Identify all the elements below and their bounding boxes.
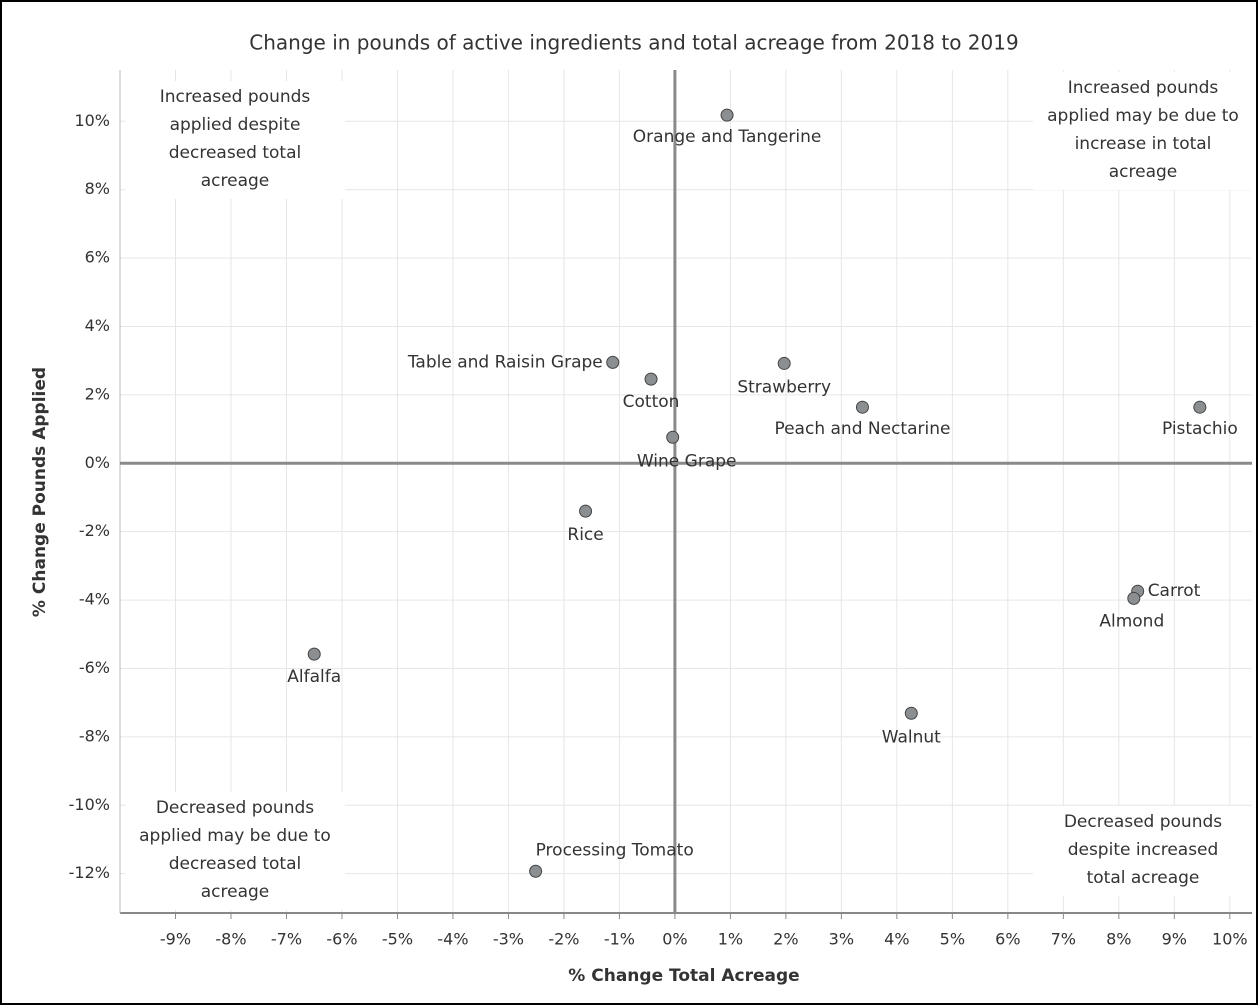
x-tick-label: -2% (548, 930, 579, 949)
y-tick-label: -6% (79, 658, 110, 677)
point-label: Pistachio (1162, 419, 1238, 439)
x-tick-label: -9% (160, 930, 191, 949)
x-tick-label: 2% (773, 930, 798, 949)
y-tick-label: 10% (74, 111, 110, 130)
point (606, 355, 620, 369)
x-tick-label: 1% (718, 930, 743, 949)
x-tick-label: 6% (995, 930, 1020, 949)
x-tick-label: 9% (1162, 930, 1187, 949)
annotation: applied may be due to (1047, 106, 1239, 126)
x-tick-label: -3% (493, 930, 524, 949)
x-tick-label: -5% (382, 930, 413, 949)
point-label: Processing Tomato (536, 840, 694, 860)
point (720, 108, 734, 122)
x-tick-label: 8% (1106, 930, 1131, 949)
annotation: despite increased (1068, 840, 1219, 860)
annotation: Increased pounds (160, 87, 311, 107)
annotation: decreased total (169, 854, 301, 874)
x-tick-label: -8% (215, 930, 246, 949)
x-tick-label: -6% (326, 930, 357, 949)
annotation: increase in total (1075, 134, 1212, 154)
point (307, 647, 321, 661)
point-label: Alfalfa (287, 667, 341, 687)
x-tick-label: 5% (940, 930, 965, 949)
x-tick-label: -7% (271, 930, 302, 949)
y-tick-label: -8% (79, 726, 110, 745)
annotation: acreage (201, 882, 270, 902)
annotation: acreage (1109, 162, 1178, 182)
point-label: Walnut (882, 727, 941, 747)
annotation: decreased total (169, 143, 301, 163)
x-tick-label: 0% (662, 930, 687, 949)
annotation-box (125, 792, 345, 910)
point (579, 504, 593, 518)
x-tick-label: 7% (1051, 930, 1076, 949)
point-label: Peach and Nectarine (774, 419, 950, 439)
annotation: Increased pounds (1068, 78, 1219, 98)
annotation: Decreased pounds (156, 798, 314, 818)
point (644, 372, 658, 386)
annotation: total acreage (1087, 868, 1200, 888)
point (1193, 400, 1207, 414)
annotation: applied despite (170, 115, 301, 135)
chart-title: Change in pounds of active ingredients a… (249, 31, 1018, 55)
y-tick-label: 2% (85, 384, 110, 403)
annotation-box (1033, 806, 1253, 896)
point-label: Rice (567, 525, 603, 545)
point (529, 864, 543, 878)
annotation: Decreased pounds (1064, 812, 1222, 832)
annotation: applied may be due to (139, 826, 331, 846)
point-label: Orange and Tangerine (633, 127, 822, 147)
y-tick-label: -12% (69, 863, 110, 882)
y-tick-label: 6% (85, 248, 110, 267)
x-tick-label: 10% (1212, 930, 1248, 949)
point-label: Table and Raisin Grape (407, 352, 603, 372)
y-tick-label: 8% (85, 179, 110, 198)
point (777, 356, 791, 370)
point-label: Carrot (1148, 581, 1201, 601)
point-label: Cotton (623, 392, 680, 412)
point (1127, 591, 1141, 605)
annotation-box (125, 81, 345, 199)
y-axis-label: % Change Pounds Applied (30, 367, 50, 617)
point (666, 430, 680, 444)
x-tick-label: 4% (884, 930, 909, 949)
y-tick-label: -2% (79, 521, 110, 540)
point-label: Almond (1099, 611, 1164, 631)
annotation: acreage (201, 171, 270, 191)
y-tick-label: 4% (85, 316, 110, 335)
y-tick-label: -4% (79, 590, 110, 609)
y-tick-label: 0% (85, 453, 110, 472)
point (855, 400, 869, 414)
x-axis-label: % Change Total Acreage (568, 966, 799, 986)
y-tick-label: -10% (69, 795, 110, 814)
x-tick-label: -4% (437, 930, 468, 949)
annotation-box (1033, 72, 1253, 190)
point (904, 706, 918, 720)
point-label: Strawberry (737, 377, 831, 397)
point-label: Wine Grape (637, 451, 737, 471)
x-tick-label: 3% (829, 930, 854, 949)
x-tick-label: -1% (604, 930, 635, 949)
